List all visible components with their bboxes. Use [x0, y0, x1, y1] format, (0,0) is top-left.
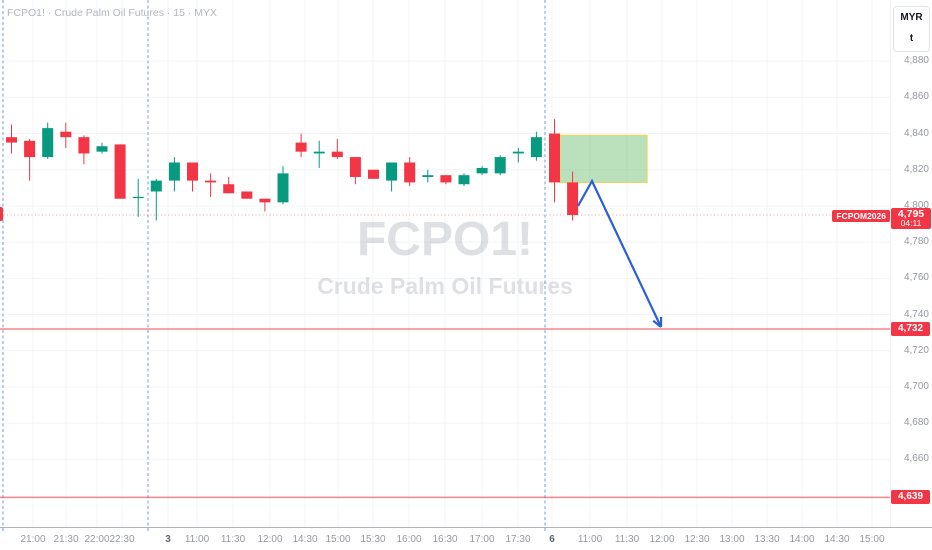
candle-body [150, 180, 162, 192]
contract-badge: FCPOM2026 [832, 209, 890, 222]
candle-body [313, 151, 325, 154]
trade-zone-rectangle[interactable] [559, 134, 648, 184]
currency-button[interactable]: MYR [900, 12, 923, 23]
price-tick-label: 4,840 [903, 127, 929, 139]
time-tick-label: 11:00 [577, 534, 603, 545]
symbol-title[interactable]: FCPO1! · Crude Palm Oil Futures · 15 · M… [7, 7, 218, 19]
price-tick-label: 4,680 [903, 417, 929, 429]
time-tick-label: 17:30 [505, 534, 531, 545]
time-tick-label: 12:00 [649, 534, 675, 545]
price-tick-label: 4,700 [903, 380, 929, 392]
candle-body [567, 182, 579, 215]
candle-body [422, 175, 434, 177]
candle-body [277, 173, 289, 203]
price-axis[interactable]: MYR t 4,880 4,860 4,840 4,820 4,800 4,780 4,76… [890, 0, 932, 527]
candle-body [549, 133, 560, 183]
candle-body [168, 162, 180, 181]
time-tick-label: 13:30 [754, 534, 780, 545]
price-tick-label: 4,660 [903, 453, 929, 465]
price-tick-label: 4,780 [903, 236, 929, 248]
time-tick-label: 15:00 [325, 534, 351, 545]
candle-body [114, 144, 126, 199]
left-price-tag [0, 207, 3, 221]
time-tick-label: 13:00 [719, 534, 745, 545]
price-tick-label: 4,740 [903, 308, 929, 320]
time-tick-label: 12:00 [257, 534, 283, 545]
time-tick-label: 15:00 [859, 534, 885, 545]
currency-unit-box: MYR t [893, 6, 930, 52]
level-price-label: 4,732 [891, 322, 930, 337]
time-tick-label: 11:00 [184, 534, 210, 545]
trend-arrow[interactable] [577, 178, 662, 328]
bar-countdown: 04:11 [900, 218, 922, 228]
candle-body [187, 162, 198, 181]
candle-body [295, 142, 307, 152]
price-tick-label: 4,820 [903, 163, 929, 175]
time-tick-label: 14:30 [292, 534, 318, 545]
candle-body [259, 198, 271, 203]
trend-arrow-head [652, 319, 662, 328]
candle-body [42, 128, 54, 158]
price-tick-label: 4,760 [903, 272, 929, 284]
candle-body [368, 169, 379, 179]
candle-body [132, 196, 144, 199]
price-tick-label: 4,880 [903, 55, 929, 67]
candle-body [476, 167, 488, 174]
price-tick-label: 4,860 [903, 91, 929, 103]
time-axis[interactable]: 21:00 21:30 22:00 22:30 3 11:00 11:30 12:00 14:3… [0, 527, 932, 550]
candle-body [223, 184, 235, 194]
level-price-label: 4,639 [891, 490, 930, 505]
candle-body [205, 180, 217, 183]
time-tick-label: 6 [549, 534, 555, 545]
candle-body [386, 162, 398, 181]
candle-body [530, 137, 542, 158]
candle-body [404, 162, 416, 183]
time-tick-label: 17:00 [469, 534, 495, 545]
candle-body [241, 191, 253, 199]
price-tick-label: 4,800 [903, 199, 929, 211]
candle-body [440, 175, 452, 183]
price-tick-label: 4,720 [903, 344, 929, 356]
time-tick-label: 14:30 [824, 534, 850, 545]
time-tick-label: 16:00 [396, 534, 422, 545]
candle-body [24, 140, 36, 158]
unit-button[interactable]: t [909, 33, 914, 44]
candle-body [494, 157, 506, 174]
time-tick-label: 21:30 [53, 534, 79, 545]
candle-body [78, 137, 90, 154]
time-tick-label: 14:00 [789, 534, 815, 545]
candle-body [512, 151, 524, 154]
time-tick-label: 15:30 [360, 534, 386, 545]
candle-body [6, 137, 17, 143]
candle-body [349, 157, 361, 177]
time-tick-label: 3 [165, 534, 171, 545]
candle-body [331, 151, 343, 158]
current-price-value: 4,795 [897, 208, 925, 220]
time-tick-label: 22:00 [84, 534, 110, 545]
time-tick-label: 11:30 [220, 534, 246, 545]
current-price-label: 4,795 04:11 [891, 208, 931, 229]
time-tick-label: 11:30 [614, 534, 640, 545]
candle-body [458, 175, 470, 185]
time-tick-label: 22:30 [109, 534, 135, 545]
candle-body [96, 146, 108, 152]
time-tick-label: 12:30 [684, 534, 710, 545]
time-tick-label: 16:30 [432, 534, 458, 545]
time-tick-label: 21:00 [20, 534, 46, 545]
candle-body [60, 131, 72, 138]
